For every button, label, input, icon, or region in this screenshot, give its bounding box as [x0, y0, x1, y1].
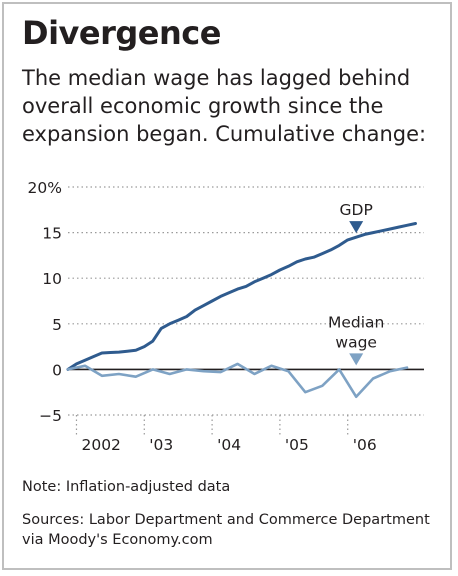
y-tick-label: 0	[52, 361, 62, 379]
x-tick-label: 2002	[81, 436, 120, 454]
axes: 20% 15 10 5 0 −5 2002 '03 '04 '05 '06	[28, 179, 377, 454]
note-text: Note: Inflation-adjusted data	[22, 479, 231, 495]
y-tick-label: 10	[42, 270, 62, 288]
sources-text: Sources: Labor Department and Commerce D…	[22, 512, 430, 548]
chart-subtitle: The median wage has lagged behind overal…	[22, 66, 427, 146]
median-wage-annotation-label: Median	[328, 313, 384, 331]
annotations: GDP Median wage	[328, 201, 384, 366]
y-tick-label: 5	[52, 316, 62, 334]
gdp-line	[66, 222, 417, 371]
chart-frame	[2, 2, 452, 570]
x-tick-label: '04	[217, 436, 241, 454]
y-tick-label: 15	[42, 225, 62, 243]
median-wage-line	[66, 362, 409, 399]
y-tick-label: −5	[39, 407, 62, 425]
gdp-pointer-icon	[349, 221, 364, 234]
x-tick-label: '03	[149, 436, 173, 454]
median-wage-annotation-label: wage	[335, 333, 377, 351]
median-wage-pointer-icon	[349, 353, 364, 366]
x-tick-label: '06	[353, 436, 377, 454]
series-lines	[66, 222, 417, 399]
chart-title: Divergence	[22, 14, 221, 52]
gdp-annotation-label: GDP	[340, 201, 373, 219]
y-tick-label: 20%	[28, 179, 62, 197]
x-tick-label: '05	[285, 436, 309, 454]
